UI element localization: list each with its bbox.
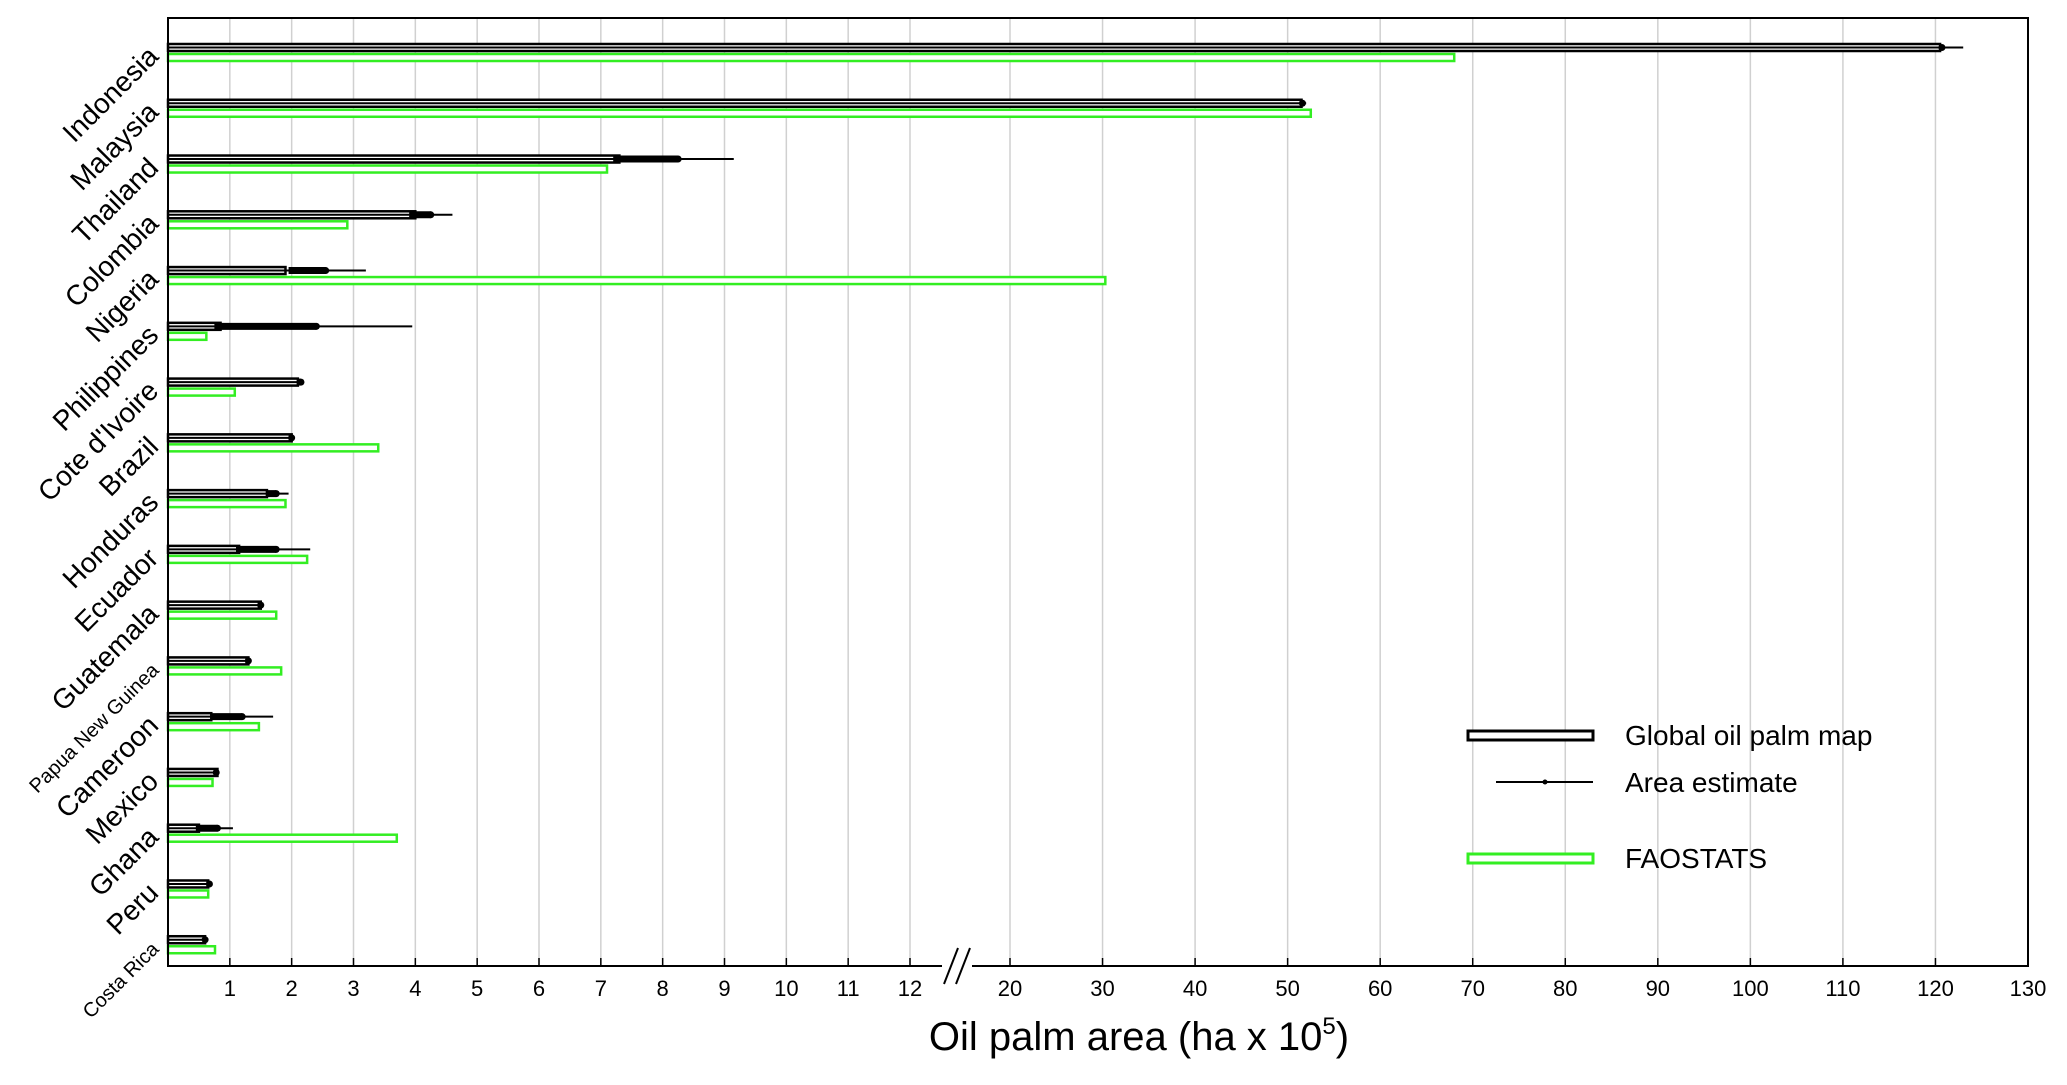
area-estimate-point [288,434,296,442]
area-estimate-point [322,267,330,275]
x-tick-label: 12 [898,976,922,1001]
x-tick-label: 4 [409,976,421,1001]
bar-faostats [166,164,609,174]
bar-faostats [166,387,237,397]
bar-faostats [166,666,283,676]
x-tick-label: 30 [1090,976,1114,1001]
bar-faostats [166,889,210,899]
x-tick-label: 1 [224,976,236,1001]
bar-faostats [166,554,309,565]
x-tick-label: 5 [471,976,483,1001]
x-tick-label: 130 [2010,976,2047,1001]
area-estimate-point [212,768,220,776]
x-tick-label: 9 [718,976,730,1001]
area-estimate-point [213,824,221,832]
x-tick-label: 80 [1553,976,1577,1001]
axis-break-stroke [955,947,971,985]
x-tick-label: 60 [1368,976,1392,1001]
legend-swatch-area-estimate-point [1542,779,1548,785]
area-estimate-point [238,713,246,721]
area-estimate-point [427,211,435,219]
plot-frame [167,17,2029,967]
x-tick-label: 20 [998,976,1022,1001]
x-tick-label: 40 [1183,976,1207,1001]
bar-faostats [166,275,1107,286]
legend-swatch-global-oil-palm-map [1466,729,1595,742]
area-estimate-point [272,545,280,553]
bar-faostats [166,331,208,342]
bar-faostats [166,833,399,843]
bar-faostats [166,610,278,620]
area-estimate-point [1298,99,1306,107]
y-axis-categories: IndonesiaMalaysiaThailandColombiaNigeria… [25,40,164,1023]
legend: Global oil palm map Area estimate FAOSTATS [1466,720,1872,874]
area-estimate-point [244,657,252,665]
x-tick-label: 10 [774,976,798,1001]
bar-faostats [166,108,1313,119]
bar-faostats [166,721,261,732]
x-tick-label: 2 [286,976,298,1001]
bar-faostats [166,220,349,230]
axis-break-mark [942,942,972,990]
category-label: Costa Rica [79,938,164,1023]
area-estimate-point [201,936,209,944]
bar-faostats [166,52,1456,63]
legend-label-faostats: FAOSTATS [1625,843,1767,874]
legend-swatch-faostats [1466,852,1595,865]
x-tick-label: 50 [1275,976,1299,1001]
legend-label-area-estimate: Area estimate [1625,767,1798,798]
x-tick-label: 110 [1825,976,1860,1001]
x-axis-title: Oil palm area (ha x 105) [929,1013,1349,1059]
bar-faostats [166,498,287,509]
x-tick-label: 7 [595,976,607,1001]
x-tick-label: 3 [347,976,359,1001]
x-tick-label: 90 [1646,976,1670,1001]
x-tick-label: 70 [1460,976,1484,1001]
grid-lines [229,18,1937,966]
area-estimate-point [312,322,320,330]
bars [166,42,1964,955]
bar-faostats [166,777,214,788]
legend-label-global-oil-palm-map: Global oil palm map [1625,720,1872,751]
axis-break-stroke [943,947,959,985]
area-estimate-point [674,155,682,163]
x-tick-label: 6 [533,976,545,1001]
area-estimate-point [257,601,265,609]
area-estimate-point [272,490,280,498]
area-estimate-point [1938,44,1946,51]
x-tick-label: 11 [837,976,860,1001]
x-tick-label: 120 [1917,976,1954,1001]
x-tick-label: 100 [1732,976,1769,1001]
bar-faostats [166,443,380,453]
area-estimate-point [297,378,305,386]
x-axis-ticks: 1 2 3 4 5 6 7 8 9 10 11 12 20 30 40 50 60 70 80 90 100 110 120… [224,958,2047,1001]
x-tick-label: 8 [657,976,669,1001]
area-estimate-point [205,880,213,888]
bar-faostats [166,944,217,955]
